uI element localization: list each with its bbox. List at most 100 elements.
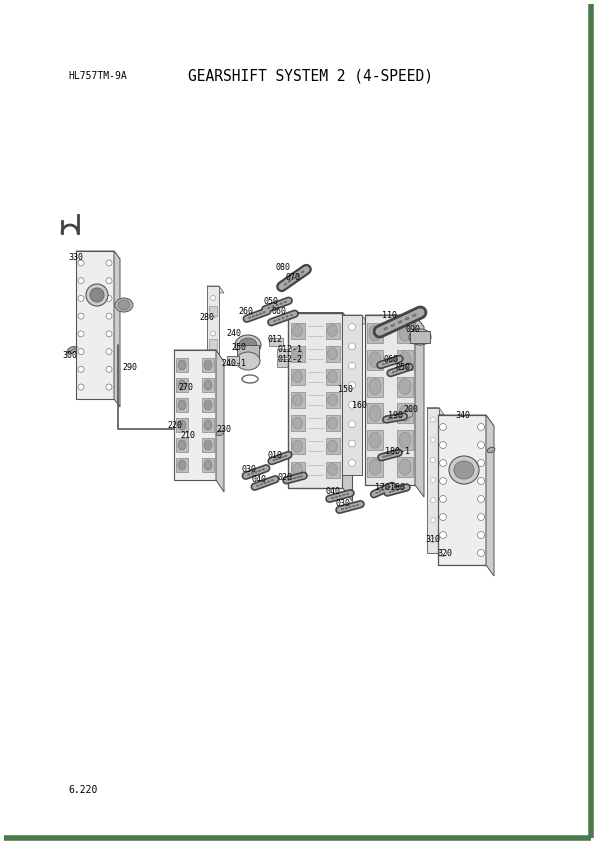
Ellipse shape (478, 531, 484, 539)
Ellipse shape (349, 506, 351, 508)
Ellipse shape (393, 490, 395, 492)
Ellipse shape (478, 460, 484, 466)
Bar (367, 349, 383, 370)
Polygon shape (365, 315, 415, 485)
Polygon shape (342, 315, 362, 475)
Ellipse shape (403, 488, 405, 489)
Ellipse shape (478, 495, 484, 503)
Bar (397, 430, 413, 450)
Ellipse shape (353, 505, 355, 507)
Ellipse shape (339, 495, 341, 497)
Text: 012-2: 012-2 (278, 355, 303, 365)
Polygon shape (427, 408, 444, 414)
Ellipse shape (86, 284, 108, 306)
Ellipse shape (440, 477, 446, 484)
Text: 050: 050 (264, 297, 279, 306)
Ellipse shape (431, 538, 436, 543)
Ellipse shape (78, 278, 84, 284)
Bar (277, 349, 291, 357)
Text: 6.220: 6.220 (68, 785, 98, 795)
Ellipse shape (327, 370, 337, 383)
Ellipse shape (235, 335, 261, 355)
Polygon shape (343, 312, 352, 502)
Ellipse shape (211, 349, 215, 354)
Bar (290, 322, 305, 338)
Text: 090: 090 (405, 326, 420, 334)
Polygon shape (114, 251, 120, 407)
Text: 260: 260 (238, 307, 253, 317)
Ellipse shape (349, 381, 355, 389)
Ellipse shape (293, 277, 295, 280)
Ellipse shape (405, 317, 409, 320)
Ellipse shape (389, 361, 391, 363)
Text: 010: 010 (268, 450, 283, 460)
Bar (397, 376, 413, 397)
Ellipse shape (204, 380, 212, 390)
Ellipse shape (284, 301, 286, 303)
Bar (325, 415, 340, 431)
Ellipse shape (396, 370, 398, 372)
Ellipse shape (106, 384, 112, 390)
Ellipse shape (399, 325, 411, 341)
Ellipse shape (274, 320, 276, 322)
Bar (202, 398, 214, 412)
Polygon shape (427, 408, 439, 552)
Ellipse shape (440, 495, 446, 503)
Bar (325, 346, 340, 362)
Bar (209, 404, 217, 414)
Bar (325, 322, 340, 338)
Ellipse shape (349, 421, 355, 428)
Text: 320: 320 (437, 548, 452, 557)
Ellipse shape (349, 440, 355, 447)
Ellipse shape (297, 274, 300, 276)
Bar (397, 323, 413, 343)
Bar (325, 369, 340, 385)
Ellipse shape (268, 481, 270, 482)
Text: 160: 160 (352, 401, 367, 409)
Ellipse shape (106, 349, 112, 354)
Text: 230: 230 (216, 425, 231, 434)
Ellipse shape (211, 296, 215, 301)
Ellipse shape (402, 368, 405, 370)
Bar (290, 439, 305, 455)
Ellipse shape (400, 416, 402, 418)
Text: 050: 050 (396, 364, 411, 372)
Ellipse shape (78, 260, 84, 266)
Ellipse shape (204, 460, 212, 470)
Bar (397, 349, 413, 370)
Text: 240-1: 240-1 (221, 359, 246, 367)
Ellipse shape (392, 360, 394, 361)
Ellipse shape (204, 440, 212, 450)
Ellipse shape (297, 477, 299, 478)
Ellipse shape (327, 348, 337, 360)
Ellipse shape (389, 491, 392, 493)
Ellipse shape (399, 432, 411, 448)
Ellipse shape (271, 480, 273, 481)
Text: 310: 310 (425, 536, 440, 545)
Ellipse shape (249, 317, 251, 318)
Ellipse shape (178, 380, 186, 390)
Ellipse shape (268, 307, 270, 309)
Bar (202, 378, 214, 392)
Text: 040: 040 (252, 476, 267, 484)
Ellipse shape (440, 531, 446, 539)
Ellipse shape (178, 360, 186, 370)
Bar (202, 438, 214, 452)
Ellipse shape (211, 402, 215, 407)
Ellipse shape (90, 288, 104, 302)
Bar (290, 392, 305, 408)
Ellipse shape (256, 485, 259, 487)
Ellipse shape (67, 347, 77, 354)
Ellipse shape (369, 432, 381, 448)
Text: 300: 300 (62, 350, 77, 360)
Bar (290, 461, 305, 477)
Ellipse shape (289, 280, 291, 282)
Ellipse shape (106, 296, 112, 301)
Ellipse shape (346, 493, 349, 494)
Ellipse shape (440, 441, 446, 449)
Bar (397, 457, 413, 477)
Bar (202, 458, 214, 472)
Ellipse shape (263, 312, 265, 313)
Ellipse shape (431, 457, 436, 462)
Ellipse shape (293, 370, 302, 383)
